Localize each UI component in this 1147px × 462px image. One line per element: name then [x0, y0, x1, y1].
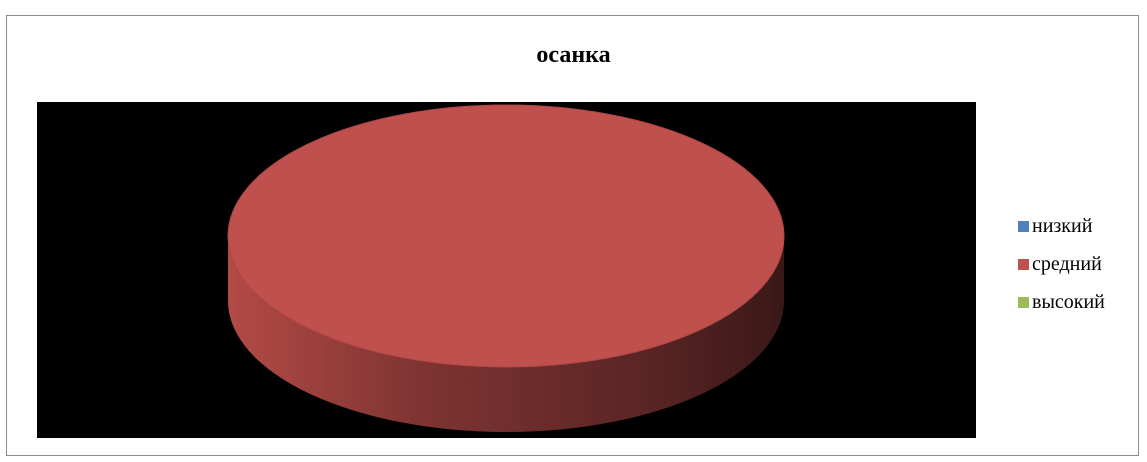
pie-slice-medium	[227, 104, 785, 368]
legend-swatch-low	[1018, 220, 1029, 232]
legend-item-high: высокий	[1018, 290, 1143, 314]
legend-label-medium: средний	[1032, 252, 1102, 275]
legend-item-low: низкий	[1018, 214, 1143, 238]
legend-label-high: высокий	[1032, 290, 1105, 313]
pie-slice-side-medium	[228, 236, 784, 432]
legend-swatch-high	[1018, 296, 1029, 308]
pie-chart	[227, 104, 785, 432]
legend-swatch-medium	[1018, 258, 1029, 270]
plot-area	[37, 102, 976, 438]
legend-item-medium: средний	[1018, 252, 1143, 276]
chart-title: осанка	[536, 42, 611, 68]
legend: низкий средний высокий	[1018, 214, 1143, 328]
legend-label-low: низкий	[1032, 214, 1093, 237]
